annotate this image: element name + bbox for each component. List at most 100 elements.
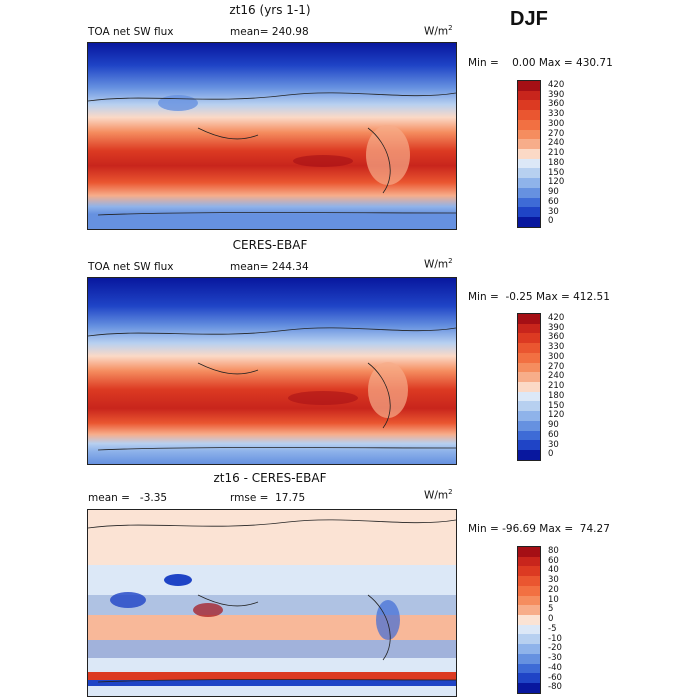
colorbar-tick-label: 0	[548, 614, 554, 625]
colorbar-tick-label: 240	[548, 138, 565, 149]
panel2-range-text: Min = -0.25 Max = 412.51	[468, 291, 610, 303]
colorbar-segment	[518, 663, 540, 674]
colorbar-segment	[518, 119, 540, 130]
colorbar-tick-label: 120	[548, 177, 565, 188]
colorbar-tick-label: 270	[548, 128, 565, 139]
colorbar-tick-label: 180	[548, 390, 565, 401]
panel2-map-field	[88, 278, 456, 464]
colorbar-segment	[518, 595, 540, 606]
panel1-map-field	[88, 43, 456, 229]
colorbar-segment	[518, 440, 540, 451]
colorbar-segment	[518, 615, 540, 625]
panel3-map-field	[88, 510, 456, 696]
panel1-colorbar	[517, 80, 541, 228]
colorbar-tick-label: 60	[548, 555, 559, 566]
colorbar-segment	[518, 673, 540, 684]
colorbar-segment	[518, 314, 540, 324]
colorbar-tick-label: -60	[548, 672, 562, 683]
colorbar-segment	[518, 362, 540, 373]
panel2-units: W/m2	[424, 257, 453, 271]
colorbar-segment	[518, 391, 540, 402]
panel3-range-text: Min = -96.69 Max = 74.27	[468, 523, 610, 535]
colorbar-tick-label: 60	[548, 196, 559, 207]
colorbar-segment	[518, 129, 540, 140]
colorbar-tick-label: 60	[548, 429, 559, 440]
colorbar-segment	[518, 323, 540, 334]
colorbar-tick-label: 210	[548, 381, 565, 392]
colorbar-tick-label: 390	[548, 89, 565, 100]
colorbar-tick-label: 0	[548, 216, 554, 227]
colorbar-segment	[518, 110, 540, 120]
colorbar-tick-label: 420	[548, 80, 565, 90]
panel3-title: zt16 - CERES-EBAF	[213, 471, 327, 485]
colorbar-segment	[518, 653, 540, 664]
colorbar-segment	[518, 401, 540, 412]
colorbar-segment	[518, 343, 540, 353]
colorbar-tick-label: 90	[548, 420, 559, 431]
colorbar-segment	[518, 217, 540, 227]
colorbar-tick-label: 0	[548, 449, 554, 460]
colorbar-tick-label: 5	[548, 604, 554, 615]
colorbar-tick-label: 330	[548, 342, 565, 353]
panel1-mean-label: mean= 240.98	[230, 26, 309, 38]
colorbar-segment	[518, 90, 540, 101]
colorbar-segment	[518, 81, 540, 91]
colorbar-tick-label: -5	[548, 623, 557, 634]
colorbar-segment	[518, 585, 540, 596]
colorbar-tick-label: 150	[548, 167, 565, 178]
colorbar-tick-label: 30	[548, 206, 559, 217]
colorbar-segment	[518, 420, 540, 431]
panel1-variable-label: TOA net SW flux	[88, 26, 174, 38]
panel1-map	[87, 42, 457, 230]
colorbar-tick-label: 30	[548, 439, 559, 450]
colorbar-segment	[518, 644, 540, 654]
colorbar-segment	[518, 158, 540, 169]
colorbar-segment	[518, 372, 540, 383]
colorbar-tick-label: 300	[548, 351, 565, 362]
panel1-range-text: Min = 0.00 Max = 430.71	[468, 57, 613, 69]
panel3-colorbar	[517, 546, 541, 694]
panel1-title: zt16 (yrs 1-1)	[229, 3, 311, 17]
panel1-units: W/m2	[424, 24, 453, 38]
colorbar-tick-label: 20	[548, 584, 559, 595]
colorbar-segment	[518, 187, 540, 198]
colorbar-segment	[518, 566, 540, 577]
colorbar-tick-label: 390	[548, 322, 565, 333]
panel3-map	[87, 509, 457, 697]
colorbar-tick-label: 10	[548, 594, 559, 605]
colorbar-tick-label: 210	[548, 148, 565, 159]
colorbar-segment	[518, 149, 540, 159]
colorbar-segment	[518, 207, 540, 218]
colorbar-tick-label: 90	[548, 187, 559, 198]
panel3-units: W/m2	[424, 488, 453, 502]
colorbar-tick-label: -40	[548, 662, 562, 673]
colorbar-segment	[518, 634, 540, 645]
colorbar-tick-label: 180	[548, 157, 565, 168]
season-label: DJF	[510, 8, 548, 30]
colorbar-segment	[518, 430, 540, 441]
colorbar-tick-label: 360	[548, 99, 565, 110]
colorbar-segment	[518, 333, 540, 344]
colorbar-segment	[518, 382, 540, 392]
colorbar-tick-label: 240	[548, 371, 565, 382]
colorbar-segment	[518, 624, 540, 635]
panel2-map	[87, 277, 457, 465]
colorbar-segment	[518, 605, 540, 616]
panel2-colorbar	[517, 313, 541, 461]
panel3-mean-label: mean = -3.35	[88, 492, 168, 504]
colorbar-segment	[518, 556, 540, 567]
colorbar-tick-label: 270	[548, 361, 565, 372]
colorbar-tick-label: -80	[548, 682, 562, 693]
panel3-rmse-label: rmse = 17.75	[230, 492, 306, 504]
colorbar-tick-label: 420	[548, 313, 565, 323]
colorbar-tick-label: 30	[548, 575, 559, 586]
colorbar-segment	[518, 547, 540, 557]
colorbar-segment	[518, 576, 540, 586]
colorbar-segment	[518, 100, 540, 111]
colorbar-segment	[518, 450, 540, 460]
panel2-title: CERES-EBAF	[232, 238, 308, 252]
colorbar-tick-label: 150	[548, 400, 565, 411]
colorbar-tick-label: 330	[548, 109, 565, 120]
colorbar-tick-label: 300	[548, 118, 565, 129]
colorbar-segment	[518, 197, 540, 208]
